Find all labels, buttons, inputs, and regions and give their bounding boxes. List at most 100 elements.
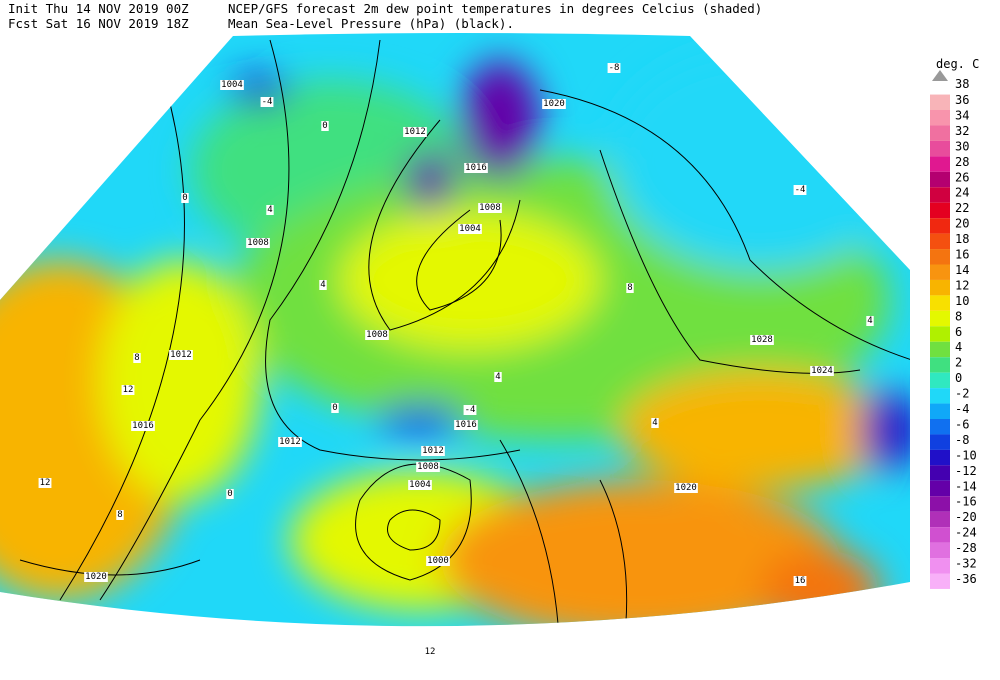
legend-swatch [930,480,950,497]
legend-label: -2 [955,387,969,401]
legend-swatch [930,202,950,219]
label-box [810,366,834,376]
title-line: NCEP/GFS forecast 2m dew point temperatu… [228,1,762,16]
forecast-time: Fcst Sat 16 NOV 2019 18Z [8,16,189,31]
legend-swatch [930,372,950,389]
label-box [38,478,52,488]
label-box [607,63,621,73]
legend-unit: deg. C [936,57,979,71]
label-box [750,335,774,345]
label-box [260,97,274,107]
label-box [542,99,566,109]
legend-swatch [930,295,950,311]
shaded-field [0,33,910,627]
legend-swatch [930,218,950,234]
init-time: Init Thu 14 NOV 2019 00Z [8,1,189,16]
contour-label: 1024 [811,366,833,376]
contour-label: 8 [627,283,632,293]
label-box [464,163,488,173]
contour-label: 8 [117,510,122,520]
contour-label: 12 [123,385,134,395]
contour-label: 16 [795,576,806,586]
label-box [454,420,478,430]
label-box [423,647,437,657]
legend-label: 18 [955,232,969,246]
legend-swatch [930,326,950,342]
legend-label: 16 [955,248,969,262]
label-box [651,418,659,428]
label-box [494,372,502,382]
legend-swatch [930,125,950,141]
contour-label: 12 [40,478,51,488]
legend-label: 2 [955,356,962,370]
legend-label: 6 [955,325,962,339]
label-box [408,480,432,490]
contour-label: 1008 [479,203,501,213]
contour-label: 0 [332,403,337,413]
legend-swatch [930,310,950,327]
contour-label: 1028 [751,335,773,345]
contour-label: 1004 [409,480,431,490]
legend-arrow [932,70,948,81]
contour-label: 4 [320,280,325,290]
contour-label: -4 [262,97,273,107]
label-box [416,462,440,472]
contour-label: 1020 [543,99,565,109]
legend-swatch [930,140,950,157]
label-box [116,510,124,520]
contour-label: 12 [425,647,436,657]
legend-label: 20 [955,217,969,231]
legend-label: -32 [955,557,977,571]
legend-swatch [930,434,950,450]
label-box [181,193,189,203]
legend-swatch [930,110,950,126]
label-box [319,280,327,290]
label-box [478,203,502,213]
legend-label: -16 [955,495,977,509]
legend-label: 36 [955,93,969,107]
legend-label: -20 [955,510,977,524]
legend-label: 8 [955,309,962,323]
contour-label: 0 [227,489,232,499]
legend-label: 26 [955,170,969,184]
contour-label: 0 [182,193,187,203]
legend-swatch [930,357,950,373]
legend-label: -12 [955,464,977,478]
label-box [246,238,270,248]
legend-label: 0 [955,371,962,385]
legend-swatch [930,94,950,110]
label-box [403,127,427,137]
label-box [131,421,155,431]
legend-swatch [930,496,950,512]
contour-label: 1008 [247,238,269,248]
legend-label: -6 [955,417,969,431]
contour-label: 1016 [465,163,487,173]
legend-swatch [930,156,950,172]
contour-label: 1012 [279,437,301,447]
label-box [458,224,482,234]
legend-swatch [930,279,950,296]
label-box [226,489,234,499]
contour-label: -4 [795,185,806,195]
legend-label: -4 [955,402,969,416]
label-box [169,350,193,360]
legend-swatch [930,403,950,419]
legend-swatch [930,465,950,481]
legend-label: 34 [955,108,969,122]
contour-label: 1004 [459,224,481,234]
legend-swatch [930,341,950,358]
contour-label: 1012 [170,350,192,360]
label-box [321,121,329,131]
legend-swatch [930,449,950,466]
legend-label: 28 [955,155,969,169]
contour-label: 1020 [675,483,697,493]
title-line: Mean Sea-Level Pressure (hPa) (black). [228,16,514,31]
legend-label: 4 [955,340,962,354]
contour-label: 4 [495,372,500,382]
legend-label: -14 [955,479,977,493]
isobars [19,39,910,627]
label-box [133,353,141,363]
legend-label: 10 [955,294,969,308]
legend-swatch [930,249,950,265]
